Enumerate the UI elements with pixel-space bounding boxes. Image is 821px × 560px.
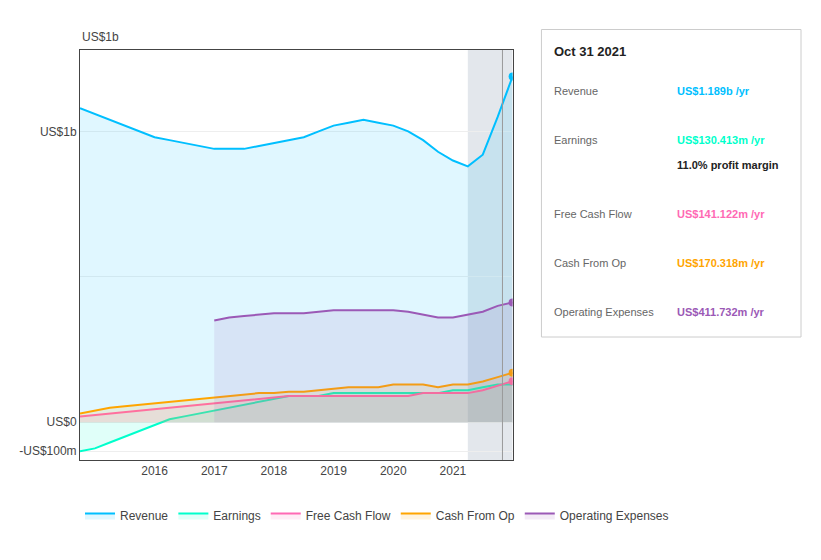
- svg-text:2017: 2017: [201, 464, 228, 478]
- svg-text:2020: 2020: [380, 464, 407, 478]
- svg-text:US$0: US$0: [47, 415, 77, 429]
- svg-text:11.0% profit margin: 11.0% profit margin: [677, 159, 779, 171]
- svg-text:US$1b: US$1b: [82, 30, 119, 44]
- svg-text:US$1.189b /yr: US$1.189b /yr: [677, 85, 750, 97]
- svg-text:Cash From Op: Cash From Op: [436, 509, 515, 523]
- svg-text:Earnings: Earnings: [213, 509, 260, 523]
- svg-text:2018: 2018: [261, 464, 288, 478]
- svg-text:Revenue: Revenue: [554, 85, 598, 97]
- svg-text:-US$100m: -US$100m: [19, 444, 76, 458]
- svg-text:2021: 2021: [440, 464, 467, 478]
- svg-text:US$411.732m /yr: US$411.732m /yr: [677, 306, 765, 318]
- svg-text:Oct 31 2021: Oct 31 2021: [554, 44, 626, 59]
- svg-text:US$130.413m /yr: US$130.413m /yr: [677, 134, 765, 146]
- svg-text:Cash From Op: Cash From Op: [554, 257, 626, 269]
- svg-text:2016: 2016: [141, 464, 168, 478]
- svg-text:Operating Expenses: Operating Expenses: [560, 509, 669, 523]
- svg-text:Earnings: Earnings: [554, 134, 598, 146]
- svg-text:Free Cash Flow: Free Cash Flow: [554, 208, 632, 220]
- svg-text:US$141.122m /yr: US$141.122m /yr: [677, 208, 765, 220]
- svg-text:Operating Expenses: Operating Expenses: [554, 306, 654, 318]
- svg-text:2019: 2019: [320, 464, 347, 478]
- svg-text:Revenue: Revenue: [120, 509, 168, 523]
- svg-text:Free Cash Flow: Free Cash Flow: [306, 509, 391, 523]
- svg-text:US$170.318m /yr: US$170.318m /yr: [677, 257, 765, 269]
- svg-text:US$1b: US$1b: [40, 125, 77, 139]
